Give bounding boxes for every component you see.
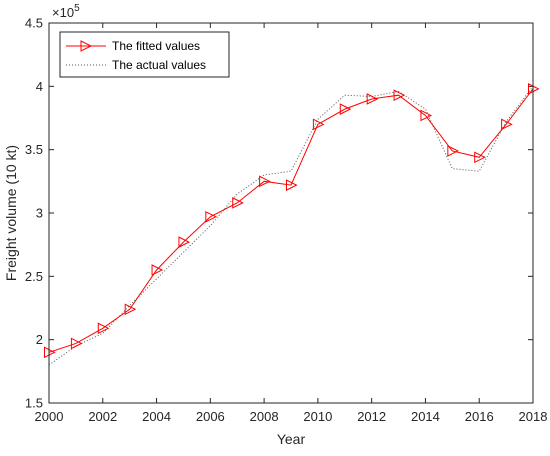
y-tick-label: 4 [36, 79, 43, 94]
y-tick-label: 1.5 [25, 396, 43, 411]
data-point-fitted-values [178, 236, 191, 248]
x-tick-label: 2002 [88, 409, 117, 424]
x-tick-label: 2012 [357, 409, 386, 424]
y-tick-label: 3 [36, 206, 43, 221]
data-point-fitted-values [366, 93, 379, 105]
y-tick-label: 4.5 [25, 16, 43, 31]
x-tick-label: 2000 [35, 409, 64, 424]
data-point-fitted-values [286, 179, 298, 191]
data-point-fitted-values [151, 264, 164, 276]
exponent-label: ×105 [52, 3, 80, 20]
y-tick-label: 3.5 [25, 142, 43, 157]
y-tick-label: 2.5 [25, 269, 43, 284]
legend-fitted-marker [80, 40, 93, 52]
data-point-fitted-values [124, 303, 137, 316]
data-point-fitted-values [420, 109, 433, 122]
data-point-fitted-values [70, 337, 83, 350]
legend-fitted-label: The fitted values [112, 39, 200, 53]
data-point-fitted-values [501, 118, 513, 131]
x-axis-label: Year [277, 431, 306, 447]
legend-actual-label: The actual values [112, 58, 206, 72]
x-tick-label: 2006 [196, 409, 225, 424]
legend-box [59, 31, 230, 78]
series-layer [44, 83, 540, 366]
data-point-fitted-values [393, 89, 406, 102]
x-tick-label: 2010 [303, 409, 332, 424]
plot-area [49, 23, 533, 403]
data-point-fitted-values [259, 175, 271, 188]
data-point-fitted-values [447, 145, 459, 157]
x-tick-label: 2014 [411, 409, 440, 424]
legend: The fitted values The actual values [59, 31, 230, 78]
data-point-fitted-values [205, 210, 217, 223]
data-point-fitted-values [97, 322, 110, 335]
data-point-fitted-values [232, 197, 244, 209]
y-axis-ticks: 1.5 2 2.5 3 3.5 4 4.5 [25, 16, 533, 411]
y-tick-label: 2 [36, 332, 43, 347]
x-tick-label: 2016 [465, 409, 494, 424]
x-tick-label: 2004 [142, 409, 171, 424]
y-axis-label: Freight volume (10 kt) [3, 145, 19, 281]
series-line-fitted-values [48, 88, 534, 353]
data-point-fitted-values [312, 118, 325, 131]
x-tick-label: 2018 [519, 409, 548, 424]
x-tick-label: 2008 [250, 409, 279, 424]
plot-frame [48, 22, 534, 404]
data-point-fitted-values [339, 103, 352, 115]
data-point-fitted-values [474, 151, 486, 164]
